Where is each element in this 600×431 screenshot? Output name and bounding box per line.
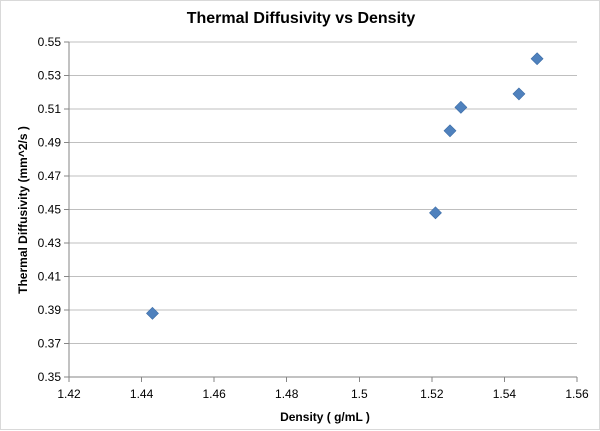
x-tick-label: 1.42 (57, 387, 81, 401)
y-tick-label: 0.49 (38, 136, 62, 150)
tick-labels: 0.35 0.37 0.39 0.41 0.43 0.45 0.47 0.49 0.51 0.53… (38, 35, 589, 401)
x-axis-title: Density ( g/mL ) (280, 410, 370, 424)
data-point-marker (512, 87, 526, 101)
x-tick-label: 1.56 (565, 387, 589, 401)
x-tick-label: 1.52 (420, 387, 444, 401)
data-point-marker (443, 124, 457, 138)
y-tick-label: 0.51 (38, 102, 62, 116)
gridlines (69, 41, 577, 378)
y-tick-label: 0.45 (38, 203, 62, 217)
y-tick-label: 0.41 (38, 270, 62, 284)
data-points (146, 52, 544, 320)
data-point-marker (454, 100, 468, 114)
y-tick-label: 0.55 (38, 35, 62, 49)
x-tick-label: 1.5 (351, 387, 368, 401)
data-point-marker (429, 206, 442, 220)
axes (64, 41, 578, 382)
y-tick-label: 0.43 (38, 236, 62, 250)
x-tick-label: 1.54 (493, 387, 517, 401)
chart-title: Thermal Diffusivity vs Density (187, 10, 416, 27)
y-tick-label: 0.35 (38, 370, 62, 384)
y-tick-label: 0.47 (38, 169, 62, 183)
y-tick-label: 0.53 (38, 69, 62, 83)
y-tick-label: 0.39 (38, 303, 62, 317)
y-tick-label: 0.37 (38, 337, 62, 351)
x-tick-label: 1.44 (130, 387, 154, 401)
x-tick-label: 1.48 (275, 387, 299, 401)
x-tick-label: 1.46 (202, 387, 226, 401)
data-point-marker (530, 52, 544, 66)
data-point-marker (146, 306, 159, 320)
y-axis-title: Thermal Diffusivity (mm^2/s ) (16, 126, 30, 294)
